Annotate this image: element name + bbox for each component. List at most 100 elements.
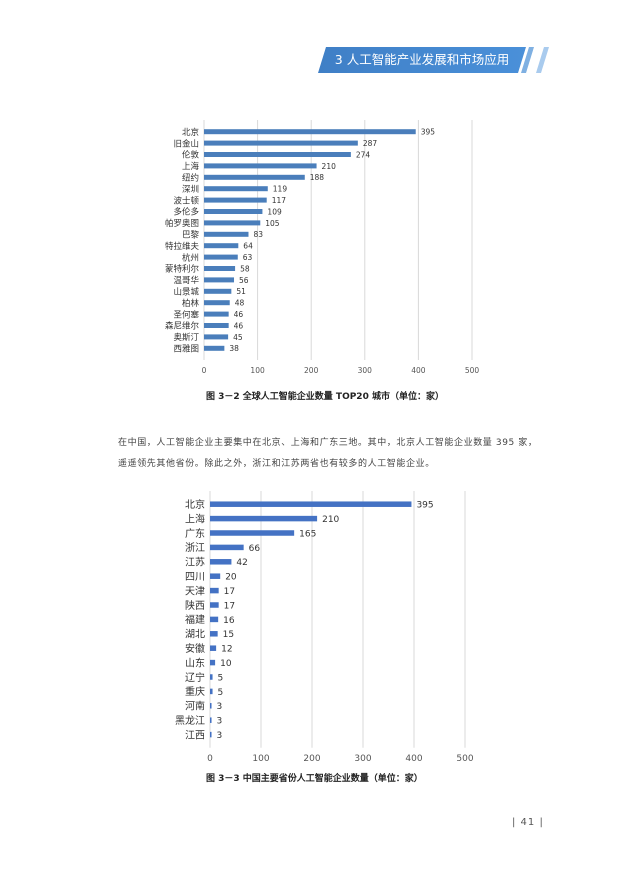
category-label: 上海	[185, 512, 205, 525]
category-label: 陕西	[185, 599, 205, 612]
x-tick-label: 500	[456, 754, 473, 764]
x-tick-label: 300	[354, 754, 371, 764]
chapter-header-banner: 3 人工智能产业发展和市场应用	[318, 47, 526, 73]
x-tick-label: 200	[304, 366, 319, 375]
category-label: 湖北	[185, 629, 205, 641]
category-label: 江西	[185, 729, 205, 741]
bar	[210, 731, 212, 738]
bar	[204, 266, 236, 271]
data-label: 12	[221, 645, 232, 655]
category-label: 山东	[185, 656, 205, 669]
category-label: 杭州	[182, 252, 199, 263]
bar	[204, 311, 229, 317]
header-decor-stripe	[536, 47, 549, 73]
bar	[210, 515, 318, 522]
data-label: 48	[235, 299, 245, 308]
bar	[204, 288, 232, 294]
data-label: 3	[217, 731, 223, 741]
bar	[204, 163, 317, 169]
x-tick-label: 0	[207, 754, 213, 764]
category-label: 圣何塞	[173, 309, 199, 320]
category-label: 福建	[185, 613, 205, 626]
category-label: 河南	[185, 700, 205, 713]
x-tick-label: 100	[252, 754, 269, 764]
category-label: 温哥华	[173, 275, 199, 286]
data-label: 395	[421, 128, 436, 137]
data-label: 117	[272, 196, 287, 205]
bar	[204, 152, 351, 157]
data-label: 5	[218, 688, 224, 698]
category-label: 帕罗奥图	[165, 218, 199, 229]
data-label: 109	[267, 207, 282, 216]
bar	[204, 243, 239, 249]
data-label: 56	[239, 276, 249, 285]
bar	[210, 602, 219, 608]
x-tick-label: 300	[358, 366, 373, 375]
bar	[204, 334, 229, 340]
data-label: 17	[224, 601, 235, 611]
chart1-caption: 图 3－2 全球人工智能企业数量 TOP20 城市（单位：家）	[206, 392, 444, 402]
data-label: 395	[416, 501, 433, 511]
category-label: 山景城	[173, 287, 199, 298]
category-label: 天津	[185, 585, 205, 597]
bar	[204, 220, 261, 226]
bar	[204, 323, 229, 328]
category-label: 广东	[185, 527, 205, 540]
category-label: 特拉维夫	[165, 241, 200, 252]
bar	[204, 345, 225, 351]
category-label: 安徽	[185, 642, 205, 655]
data-label: 17	[224, 587, 235, 597]
bar	[210, 703, 212, 709]
bar	[210, 688, 213, 695]
bar	[204, 129, 416, 135]
data-label: 83	[253, 230, 263, 239]
category-label: 浙江	[185, 542, 205, 554]
data-label: 16	[223, 616, 235, 626]
category-label: 柏林	[182, 298, 200, 309]
bar	[210, 501, 412, 507]
data-label: 3	[217, 702, 223, 712]
data-label: 210	[322, 162, 337, 171]
data-label: 210	[322, 515, 339, 525]
data-label: 64	[243, 242, 253, 251]
bar	[210, 717, 212, 723]
data-label: 105	[265, 219, 280, 228]
chapter-title: 3 人工智能产业发展和市场应用	[334, 52, 510, 67]
data-label: 287	[363, 139, 378, 148]
category-label: 巴黎	[182, 230, 200, 241]
bar	[210, 559, 232, 565]
bar	[210, 616, 219, 623]
category-label: 奥斯汀	[173, 332, 199, 343]
data-label: 51	[236, 287, 246, 296]
category-label: 纽约	[182, 173, 199, 184]
bar	[204, 209, 263, 214]
bar	[204, 254, 238, 260]
x-tick-label: 400	[405, 754, 422, 764]
page-number: | 41 |	[512, 817, 544, 828]
category-label: 黑龙江	[175, 714, 205, 727]
data-label: 20	[225, 573, 237, 583]
x-tick-label: 400	[411, 366, 426, 375]
data-label: 42	[236, 558, 247, 568]
data-label: 66	[249, 544, 261, 554]
bar	[204, 174, 305, 180]
paragraph-line: 遥遥领先其他省份。除此之外，浙江和江苏两省也有较多的人工智能企业。	[118, 459, 435, 469]
data-label: 165	[299, 529, 316, 539]
data-label: 45	[233, 333, 243, 342]
x-tick-label: 0	[202, 366, 207, 375]
x-tick-label: 500	[465, 366, 480, 375]
bar	[210, 587, 219, 594]
data-label: 10	[220, 659, 232, 669]
bar	[210, 631, 218, 637]
bar	[204, 140, 358, 146]
data-label: 46	[234, 321, 244, 330]
bar	[204, 231, 249, 237]
bar	[204, 186, 268, 192]
category-label: 四川	[185, 572, 205, 583]
data-label: 15	[223, 630, 234, 640]
data-label: 58	[240, 264, 250, 273]
global-cities-bar-chart: 0 100 200 300 400 500 北京 395 旧金山 287 伦敦 274 上海 210 纽约 1…	[165, 120, 480, 375]
bar	[210, 674, 213, 680]
data-label: 188	[310, 173, 325, 182]
category-label: 江苏	[185, 556, 205, 569]
